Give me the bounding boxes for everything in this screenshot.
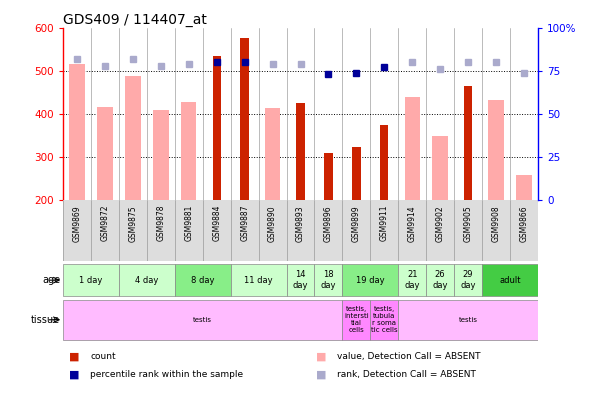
Text: ■: ■: [69, 351, 79, 362]
Bar: [380, 125, 388, 200]
Text: tissue: tissue: [31, 315, 60, 325]
Text: GSM9878: GSM9878: [156, 205, 165, 242]
Text: GSM9914: GSM9914: [407, 205, 416, 242]
Text: GSM9884: GSM9884: [212, 205, 221, 242]
Bar: [213, 56, 221, 200]
Text: adult: adult: [499, 276, 520, 285]
Bar: [119, 264, 175, 296]
Bar: [314, 264, 343, 296]
Text: GSM9902: GSM9902: [436, 205, 445, 242]
Text: GSM9905: GSM9905: [463, 205, 472, 242]
Bar: [433, 136, 448, 200]
Text: 29
day: 29 day: [460, 270, 476, 290]
Text: 4 day: 4 day: [135, 276, 159, 285]
Text: GSM9881: GSM9881: [185, 205, 194, 241]
Bar: [404, 97, 420, 200]
Bar: [125, 76, 141, 200]
Bar: [516, 175, 532, 200]
Bar: [240, 38, 249, 200]
Text: GSM9911: GSM9911: [380, 205, 389, 242]
Bar: [296, 103, 305, 200]
Text: percentile rank within the sample: percentile rank within the sample: [90, 370, 243, 379]
Text: testis: testis: [459, 317, 478, 323]
Text: GSM9893: GSM9893: [296, 205, 305, 242]
Text: GSM9872: GSM9872: [100, 205, 109, 242]
Text: GSM9896: GSM9896: [324, 205, 333, 242]
Bar: [325, 152, 332, 200]
Bar: [69, 64, 85, 200]
Text: GSM9887: GSM9887: [240, 205, 249, 242]
Bar: [153, 110, 168, 200]
Text: testis: testis: [194, 317, 212, 323]
Bar: [175, 264, 231, 296]
Bar: [482, 264, 538, 296]
Text: count: count: [90, 352, 116, 361]
Text: ■: ■: [316, 351, 326, 362]
Bar: [398, 300, 538, 340]
Text: ■: ■: [316, 369, 326, 379]
Text: 26
day: 26 day: [432, 270, 448, 290]
Bar: [426, 264, 454, 296]
Text: GSM9890: GSM9890: [268, 205, 277, 242]
Text: GSM9875: GSM9875: [129, 205, 138, 242]
Text: GDS409 / 114407_at: GDS409 / 114407_at: [63, 13, 207, 27]
Bar: [63, 264, 119, 296]
Text: 19 day: 19 day: [356, 276, 385, 285]
Bar: [63, 300, 343, 340]
Bar: [370, 300, 398, 340]
Bar: [97, 107, 112, 200]
Bar: [454, 264, 482, 296]
Text: age: age: [42, 275, 60, 285]
Bar: [231, 264, 287, 296]
Text: GSM9908: GSM9908: [492, 205, 501, 242]
Bar: [398, 264, 426, 296]
Text: rank, Detection Call = ABSENT: rank, Detection Call = ABSENT: [337, 370, 475, 379]
Text: GSM9869: GSM9869: [73, 205, 82, 242]
Text: 8 day: 8 day: [191, 276, 215, 285]
Text: testis,
intersti
tial
cells: testis, intersti tial cells: [344, 306, 369, 333]
Bar: [343, 300, 370, 340]
Text: GSM9899: GSM9899: [352, 205, 361, 242]
Text: 11 day: 11 day: [244, 276, 273, 285]
Text: 14
day: 14 day: [293, 270, 308, 290]
Text: ■: ■: [69, 369, 79, 379]
Bar: [352, 147, 361, 200]
Text: GSM9866: GSM9866: [519, 205, 528, 242]
Bar: [343, 264, 398, 296]
Bar: [181, 102, 197, 200]
Bar: [287, 264, 314, 296]
Text: 1 day: 1 day: [79, 276, 103, 285]
Text: testis,
tubula
r soma
tic cells: testis, tubula r soma tic cells: [371, 306, 398, 333]
Text: 21
day: 21 day: [404, 270, 420, 290]
Text: 18
day: 18 day: [321, 270, 336, 290]
Bar: [265, 108, 280, 200]
Bar: [464, 86, 472, 200]
Bar: [489, 100, 504, 200]
Text: value, Detection Call = ABSENT: value, Detection Call = ABSENT: [337, 352, 480, 361]
